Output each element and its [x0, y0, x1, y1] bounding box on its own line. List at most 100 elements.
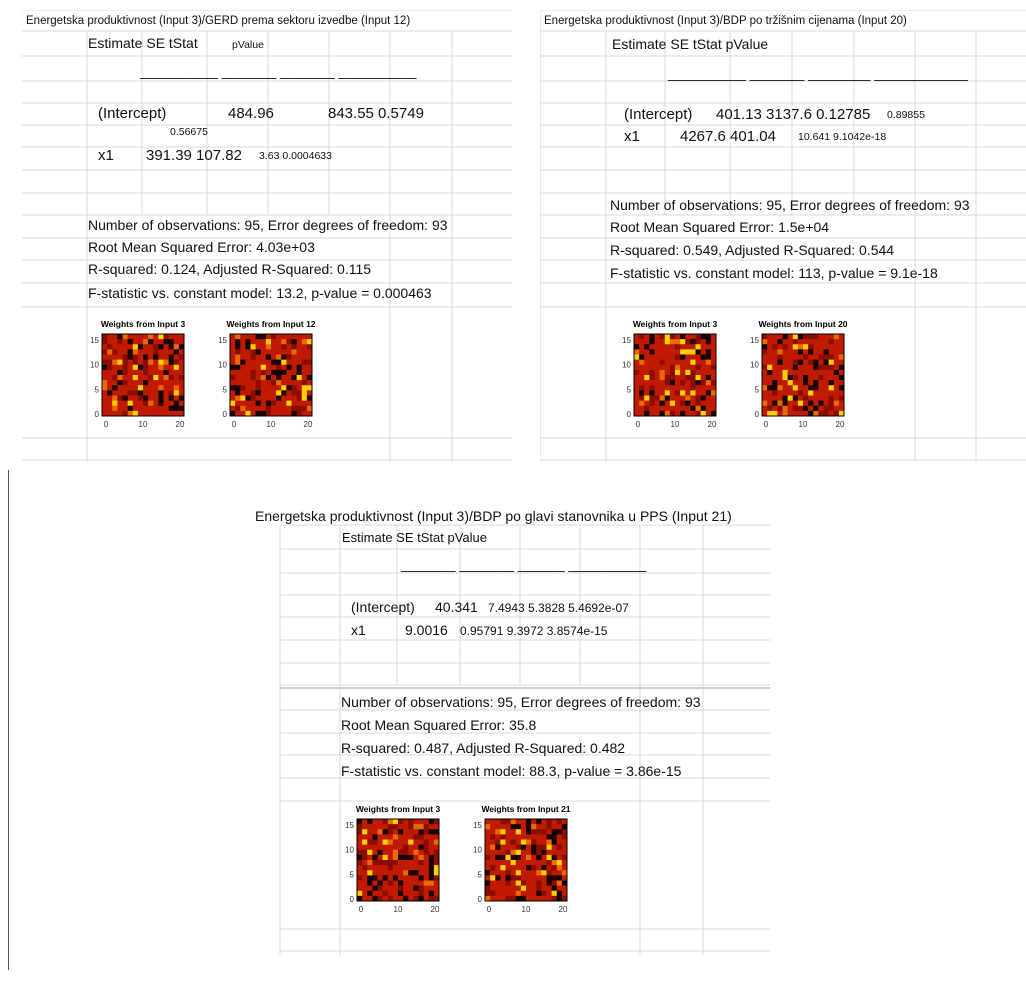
table-header: Estimate SE tStat	[88, 35, 198, 51]
som-xtick-label: 20	[836, 420, 845, 429]
stat-fstatistic: F-statistic vs. constant model: 113, p-v…	[610, 265, 938, 281]
som-ytick-label: 10	[218, 361, 227, 370]
som-ytick-label: 5	[223, 385, 228, 394]
som-xtick-label: 0	[636, 420, 641, 429]
som-weights-figure: Weights from Input 3 15 10 5 0 0 10 20 Weights f…	[80, 316, 330, 436]
som-xtick-label: 0	[359, 905, 364, 914]
som-xtick-label: 20	[431, 905, 440, 914]
panel-caption: Energetska produktivnost (Input 3)/BDP p…	[255, 508, 732, 524]
table-underline: __________ _______ _______ __________	[140, 63, 417, 79]
som-ytick-label: 0	[95, 410, 100, 419]
som-ytick-label: 15	[473, 821, 482, 830]
som-ytick-label: 15	[622, 336, 631, 345]
x1-values: 4267.6 401.04	[680, 128, 776, 145]
som-heatmap-right	[230, 334, 313, 417]
regression-panel-input-12: Energetska produktivnost (Input 3)/GERD …	[22, 10, 512, 462]
intercept-label: (Intercept)	[351, 599, 415, 615]
som-xtick-label: 10	[139, 420, 148, 429]
som-plot-title-right: Weights from Input 12	[226, 319, 315, 329]
som-ytick-label: 10	[750, 361, 759, 370]
panel-caption: Energetska produktivnost (Input 3)/BDP p…	[544, 15, 907, 27]
som-plot-title-right: Weights from Input 21	[481, 804, 570, 814]
intercept-values: 843.55 0.5749	[328, 105, 424, 122]
som-plot-title-left: Weights from Input 3	[356, 804, 441, 814]
som-weights-figure: Weights from Input 3 15 10 5 0 0 10 20 Weights f…	[612, 316, 862, 436]
som-ytick-label: 15	[750, 336, 759, 345]
som-xtick-label: 10	[522, 905, 531, 914]
som-ytick-label: 0	[223, 410, 228, 419]
intercept-stats-small: 7.4943 5.3828 5.4692e-07	[488, 601, 629, 615]
intercept-label: (Intercept)	[624, 106, 693, 123]
som-ytick-label: 0	[350, 895, 355, 904]
x1-label: x1	[351, 622, 366, 638]
som-heatmap-right	[762, 334, 845, 417]
intercept-values: 401.13 3137.6 0.12785	[716, 106, 871, 123]
som-ytick-label: 5	[627, 385, 632, 394]
x1-values: 391.39 107.82	[146, 147, 242, 164]
stat-fstatistic: F-statistic vs. constant model: 13.2, p-…	[88, 285, 432, 301]
table-header-pvalue: pValue	[232, 39, 264, 51]
som-xtick-label: 20	[176, 420, 185, 429]
som-heatmap-left	[102, 334, 185, 417]
stat-rmse: Root Mean Squared Error: 4.03e+03	[88, 239, 315, 255]
stat-fstatistic: F-statistic vs. constant model: 88.3, p-…	[341, 763, 682, 779]
stat-rsquared: R-squared: 0.549, Adjusted R-Squared: 0.…	[610, 242, 895, 258]
stat-rmse: Root Mean Squared Error: 1.5e+04	[610, 219, 830, 235]
som-xtick-label: 0	[104, 420, 109, 429]
intercept-estimate: 484.96	[228, 105, 274, 122]
table-underline: __________ _______ ________ ____________	[668, 65, 968, 81]
som-heatmap-left	[634, 334, 717, 417]
x1-estimate: 9.0016	[405, 622, 448, 638]
som-heatmap-left	[357, 819, 440, 902]
som-ytick-label: 5	[95, 385, 100, 394]
x1-stats-small: 10.641 9.1042e-18	[798, 131, 887, 143]
som-plot-title-left: Weights from Input 3	[633, 319, 718, 329]
som-ytick-label: 10	[345, 846, 354, 855]
x1-stats-small: 0.95791 9.3972 3.8574e-15	[460, 624, 608, 638]
intercept-pvalue-wrap: 0.56675	[170, 126, 208, 138]
intercept-label: (Intercept)	[98, 105, 167, 122]
som-xtick-label: 10	[267, 420, 276, 429]
stat-rsquared: R-squared: 0.124, Adjusted R-Squared: 0.…	[88, 261, 372, 277]
spreadsheet-grid	[540, 10, 1026, 462]
intercept-pvalue: 0.89855	[887, 109, 925, 121]
x1-label: x1	[98, 147, 114, 164]
panel-caption: Energetska produktivnost (Input 3)/GERD …	[26, 15, 411, 27]
table-header: Estimate SE tStat pValue	[342, 530, 487, 545]
som-plot-title-left: Weights from Input 3	[101, 319, 186, 329]
stat-rmse: Root Mean Squared Error: 35.8	[341, 717, 537, 733]
regression-panel-input-21: Energetska produktivnost (Input 3)/BDP p…	[255, 505, 770, 955]
som-xtick-label: 20	[304, 420, 313, 429]
intercept-estimate: 40.341	[435, 599, 478, 615]
table-underline: _______ _______ ______ __________	[401, 556, 647, 572]
som-xtick-label: 20	[708, 420, 717, 429]
stat-rsquared: R-squared: 0.487, Adjusted R-Squared: 0.…	[341, 740, 626, 756]
som-xtick-label: 0	[232, 420, 237, 429]
som-xtick-label: 20	[559, 905, 568, 914]
som-ytick-label: 0	[755, 410, 760, 419]
som-ytick-label: 15	[90, 336, 99, 345]
stat-observations: Number of observations: 95, Error degree…	[88, 217, 448, 233]
stat-observations: Number of observations: 95, Error degree…	[341, 694, 701, 710]
x1-label: x1	[624, 128, 640, 145]
som-xtick-label: 0	[764, 420, 769, 429]
som-ytick-label: 10	[90, 361, 99, 370]
som-ytick-label: 15	[218, 336, 227, 345]
som-ytick-label: 15	[345, 821, 354, 830]
som-ytick-label: 5	[755, 385, 760, 394]
som-weights-figure: Weights from Input 3 15 10 5 0 0 10 20 Weights f…	[335, 801, 585, 925]
som-ytick-label: 0	[478, 895, 483, 904]
som-xtick-label: 10	[799, 420, 808, 429]
spreadsheet-grid	[279, 524, 770, 955]
table-header: Estimate SE tStat pValue	[612, 36, 769, 52]
som-ytick-label: 5	[478, 870, 483, 879]
sheet-left-border	[8, 470, 9, 970]
som-xtick-label: 10	[394, 905, 403, 914]
som-heatmap-right	[485, 819, 568, 902]
som-ytick-label: 10	[473, 846, 482, 855]
regression-panel-input-20: Energetska produktivnost (Input 3)/BDP p…	[540, 10, 1026, 462]
som-ytick-label: 5	[350, 870, 355, 879]
